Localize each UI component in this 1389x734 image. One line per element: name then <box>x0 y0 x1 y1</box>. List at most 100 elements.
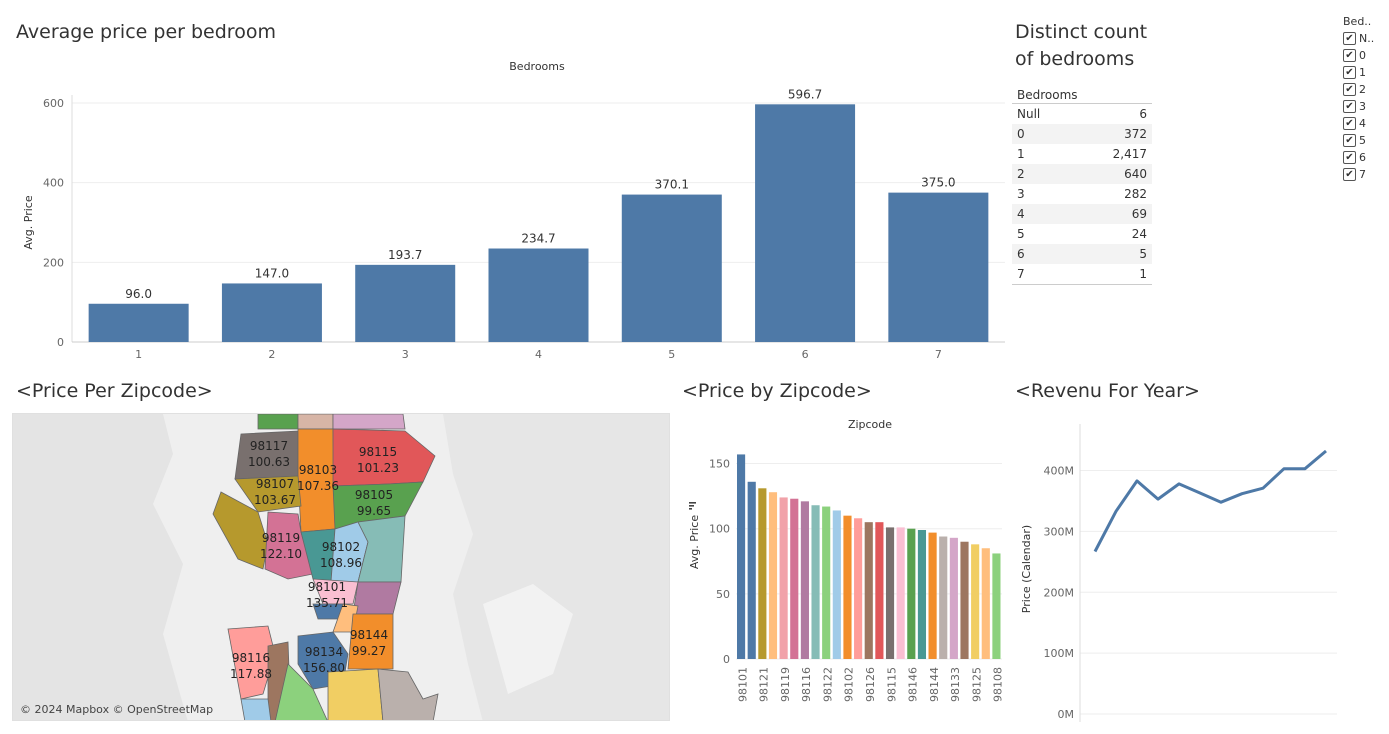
map-zip-label: 98115 <box>359 445 397 459</box>
check-icon[interactable]: ✔ <box>1343 151 1356 164</box>
bar-value-label: 596.7 <box>788 87 822 101</box>
map-zip-label: 98101 <box>308 580 346 594</box>
filter-item[interactable]: ✔ 5 <box>1343 132 1374 149</box>
zip-bar <box>790 498 799 659</box>
row-value: 282 <box>1124 187 1147 201</box>
filter-item[interactable]: ✔ 7 <box>1343 166 1374 183</box>
zip-bar <box>854 518 863 659</box>
x-tick-label: 98126 <box>864 667 877 702</box>
zipcode-bar-chart: Zipcode Avg. Price 0 50 100 150 98101 98121 9811… <box>688 418 1005 702</box>
map-zip-label: 98117 <box>250 439 288 453</box>
check-icon[interactable]: ✔ <box>1343 134 1356 147</box>
check-icon[interactable]: ✔ <box>1343 168 1356 181</box>
bar-value-label: 96.0 <box>125 287 152 301</box>
row-value: 1 <box>1139 267 1147 281</box>
filter-item[interactable]: ✔ 6 <box>1343 149 1374 166</box>
zip-bar <box>917 530 927 659</box>
row-key: 7 <box>1017 267 1025 281</box>
x-tick-label: 98122 <box>821 667 834 702</box>
zip-bar <box>971 544 980 659</box>
filter-item-label: 7 <box>1359 168 1366 181</box>
check-icon[interactable]: ✔ <box>1343 117 1356 130</box>
x-tick-label: 3 <box>402 348 409 361</box>
map-zip-label: 98144 <box>350 628 388 642</box>
zip-bar <box>758 488 767 659</box>
check-icon[interactable]: ✔ <box>1343 100 1356 113</box>
y-tick-label: 0 <box>723 653 730 666</box>
y-tick-label: 300M <box>1044 525 1075 538</box>
table-row: 3 282 <box>1012 184 1152 204</box>
map-title: <Price Per Zipcode> <box>16 380 213 402</box>
distinct-count-table: Bedrooms Null 6 0 372 1 2,417 2 640 3 282 4 69 5 24 6 5… <box>1012 85 1152 285</box>
x-tick-label: 5 <box>668 348 675 361</box>
zipcode-map[interactable]: 98117 100.63 98103 107.36 98115 101.23 98107 10… <box>12 413 670 721</box>
row-key: Null <box>1017 107 1041 121</box>
y-tick-label: 200M <box>1044 586 1075 599</box>
check-icon[interactable]: ✔ <box>1343 49 1356 62</box>
map-price-label: 99.27 <box>352 644 386 658</box>
x-tick-label: 98133 <box>949 667 962 702</box>
x-tick-label: 98146 <box>907 667 920 702</box>
zip-bar <box>992 553 1001 659</box>
x-tick-label: 98102 <box>843 667 856 702</box>
bar-bedroom-3 <box>355 264 456 342</box>
zip-bar <box>981 548 990 659</box>
y-tick-label: 0M <box>1058 708 1075 721</box>
sort-descending-icon <box>689 502 696 510</box>
row-key: 5 <box>1017 227 1025 241</box>
y-tick-label: 100M <box>1044 647 1075 660</box>
filter-item[interactable]: ✔ 2 <box>1343 81 1374 98</box>
bar-y-axis-label: Avg. Price <box>22 195 35 249</box>
y-tick-label: 0 <box>57 336 64 349</box>
map-zip-label: 98105 <box>355 488 393 502</box>
map-zip-label: 98116 <box>232 651 270 665</box>
row-value: 69 <box>1131 207 1147 221</box>
filter-item-label: 5 <box>1359 134 1366 147</box>
bar-bedroom-7 <box>888 192 989 342</box>
filter-item[interactable]: ✔ N.. <box>1343 30 1374 47</box>
check-icon[interactable]: ✔ <box>1343 32 1356 45</box>
bar-bedroom-1 <box>88 303 189 342</box>
map-zip-label: 98102 <box>322 540 360 554</box>
map-zip-label: 98107 <box>256 477 294 491</box>
zip-bar <box>928 532 937 659</box>
table-row: Null 6 <box>1012 104 1152 124</box>
y-tick-label: 50 <box>716 588 730 601</box>
check-icon[interactable]: ✔ <box>1343 83 1356 96</box>
check-icon[interactable]: ✔ <box>1343 66 1356 79</box>
x-tick-label: 1 <box>135 348 142 361</box>
sort-bar <box>689 505 694 507</box>
x-tick-label: 98116 <box>800 667 813 702</box>
zip-bar <box>843 515 852 659</box>
distinct-count-title-line1: Distinct count <box>1015 21 1148 43</box>
row-key: 0 <box>1017 127 1025 141</box>
map-attribution: © 2024 Mapbox © OpenStreetMap <box>20 703 214 716</box>
filter-title: Bed.. <box>1343 15 1372 28</box>
table-row: 5 24 <box>1012 224 1152 244</box>
bar-value-label: 375.0 <box>921 176 955 190</box>
y-tick-label: 400M <box>1044 465 1075 478</box>
filter-item-label: N.. <box>1359 32 1375 45</box>
zip-bar <box>960 541 969 659</box>
map-price-label: 103.67 <box>254 493 296 507</box>
map-price-label: 117.88 <box>230 667 272 681</box>
bar-value-label: 147.0 <box>255 266 289 280</box>
filter-item[interactable]: ✔ 4 <box>1343 115 1374 132</box>
row-key: 2 <box>1017 167 1025 181</box>
map-price-label: 135.71 <box>306 596 348 610</box>
sort-bar <box>689 502 696 504</box>
zip-bar <box>896 527 905 659</box>
zip-bar <box>864 522 873 659</box>
filter-item-label: 3 <box>1359 100 1366 113</box>
filter-item-label: 6 <box>1359 151 1366 164</box>
filter-item[interactable]: ✔ 0 <box>1343 47 1374 64</box>
filter-item[interactable]: ✔ 3 <box>1343 98 1374 115</box>
bar-bedroom-5 <box>621 194 722 342</box>
row-value: 2,417 <box>1112 147 1147 161</box>
filter-item[interactable]: ✔ 1 <box>1343 64 1374 81</box>
x-tick-label: 98144 <box>928 667 941 702</box>
x-tick-label: 2 <box>268 348 275 361</box>
row-key: 1 <box>1017 147 1025 161</box>
x-tick-label: 98119 <box>779 667 792 702</box>
